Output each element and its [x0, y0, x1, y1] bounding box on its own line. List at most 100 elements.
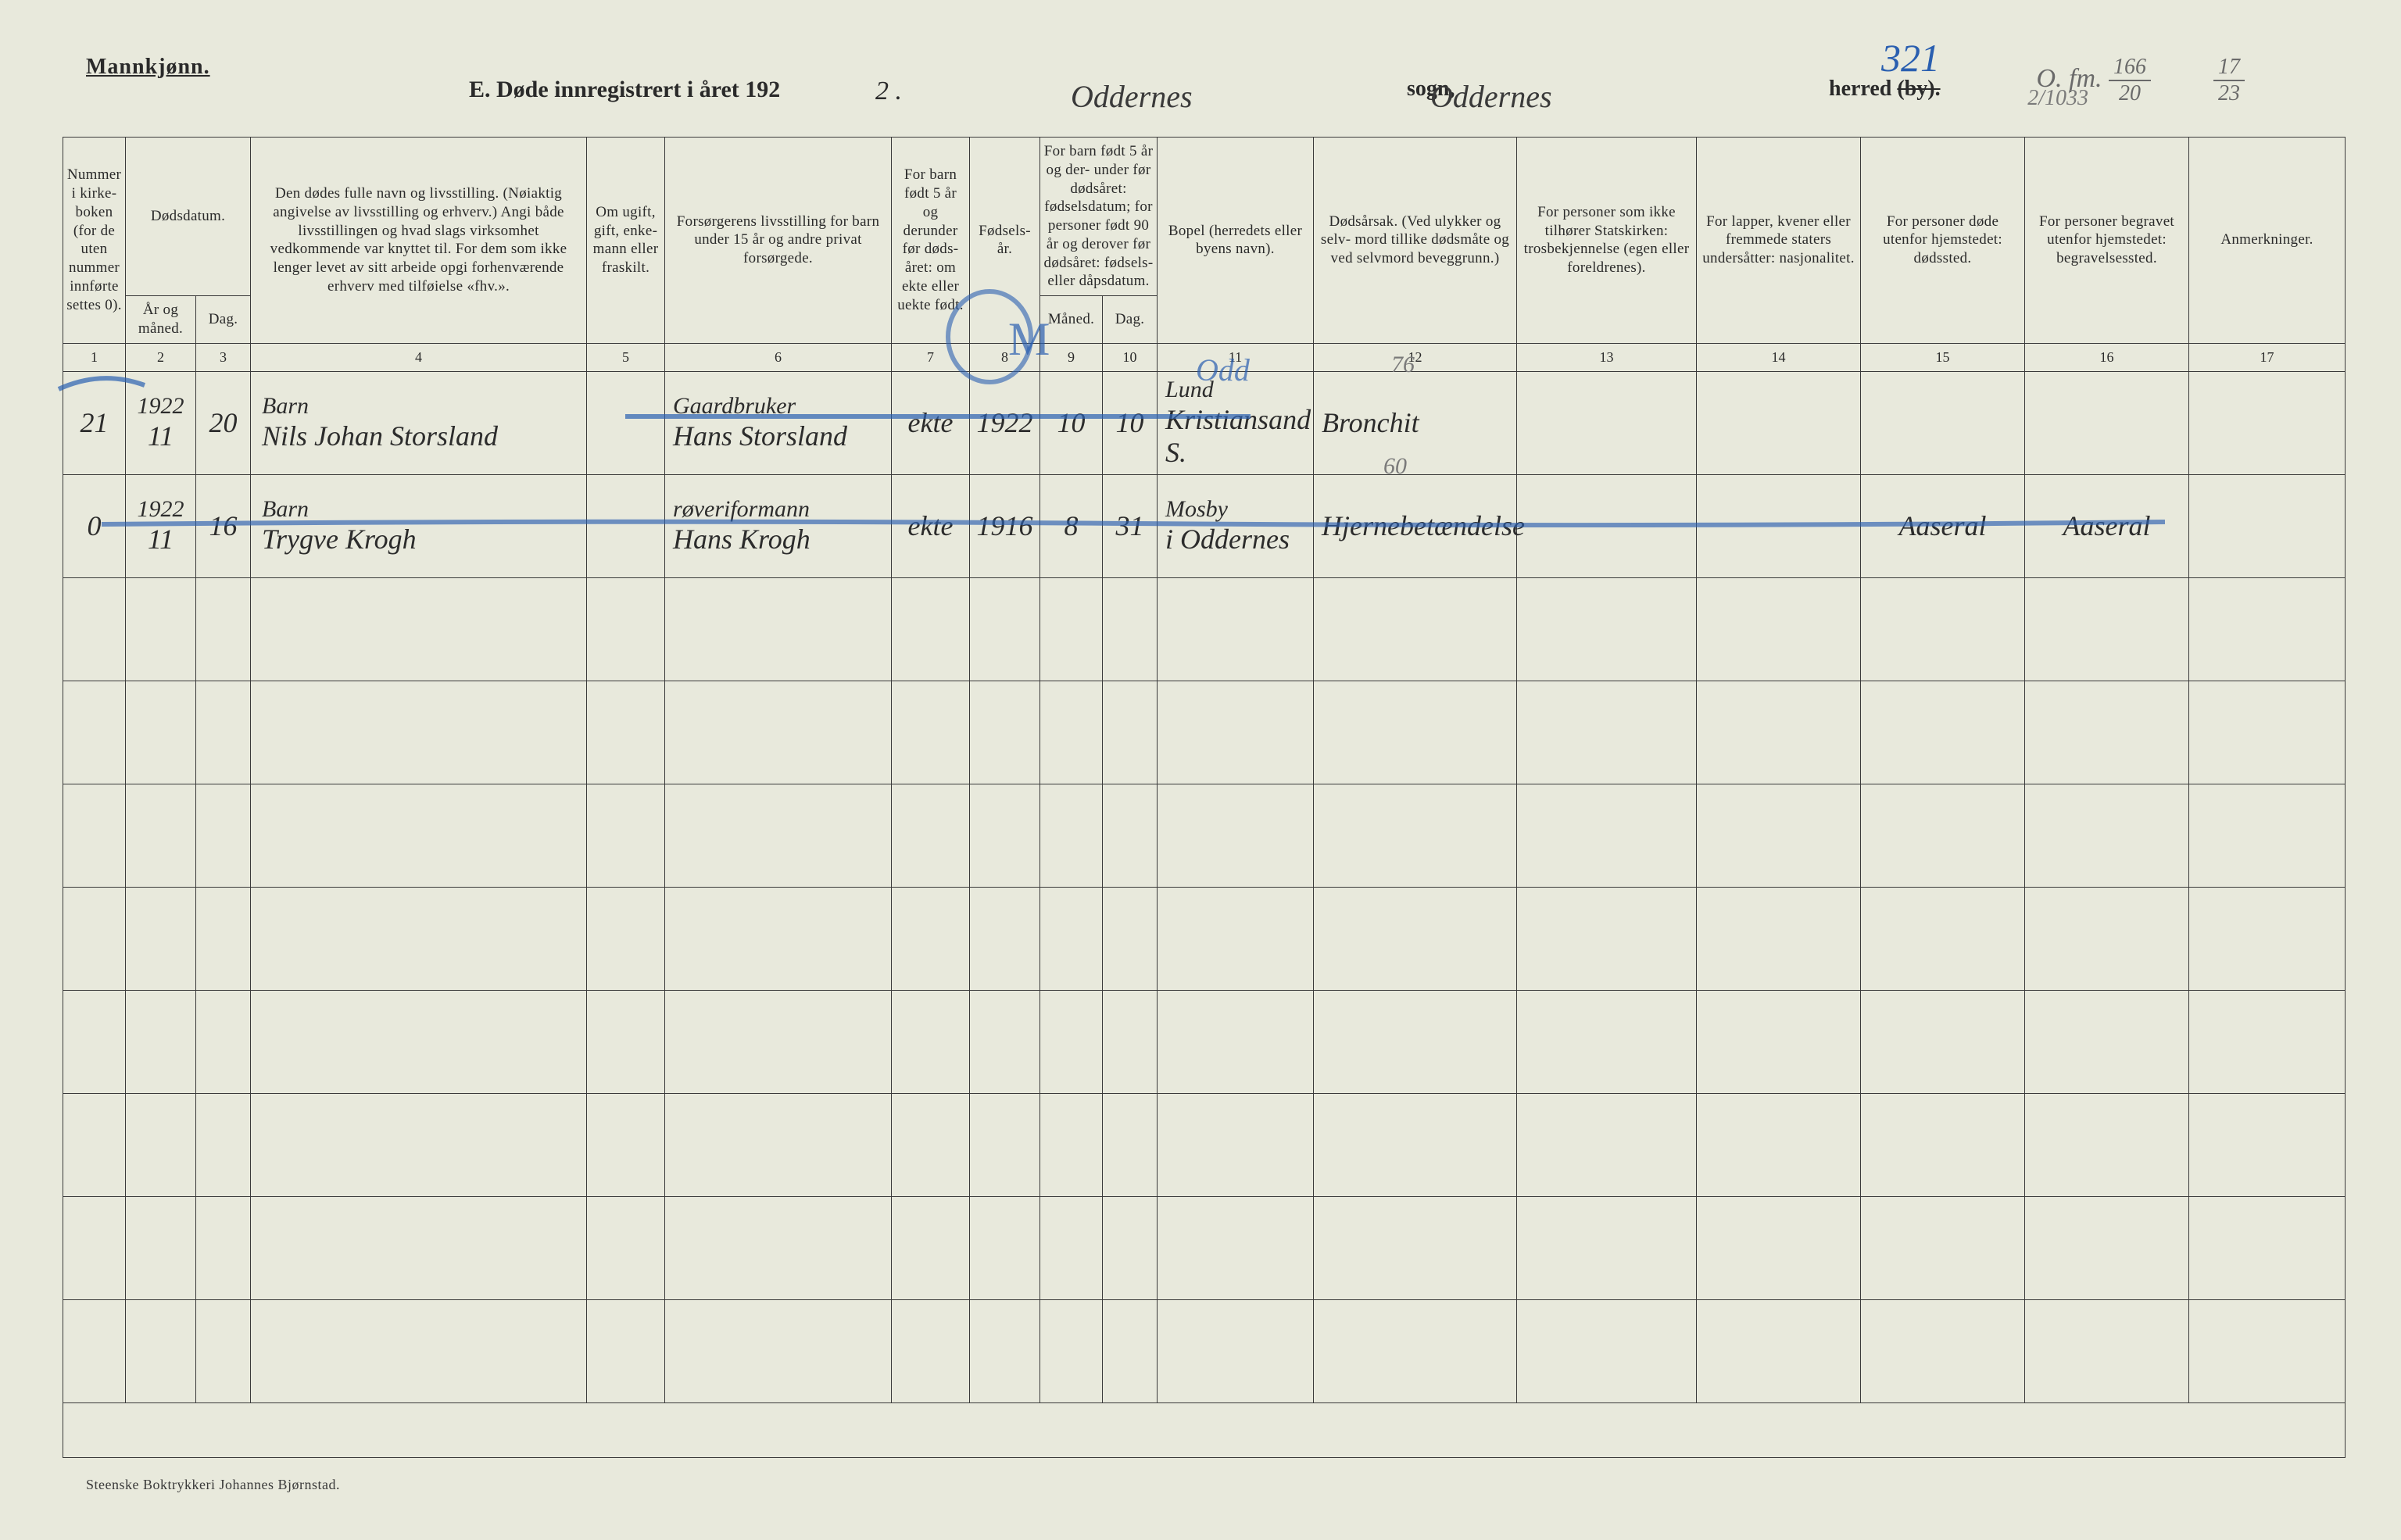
cell-text: Hans Krogh: [673, 523, 886, 556]
cell-c17: [2189, 371, 2346, 474]
cell-day: 20: [196, 371, 251, 474]
title-text: E. Døde innregistrert i året 192: [469, 77, 780, 103]
cell-c16: Aaseral: [2025, 474, 2189, 577]
cell-text: Lund: [1165, 377, 1308, 403]
col-9-10-top-header: For barn født 5 år og der- under før død…: [1040, 138, 1158, 296]
cell-c15: [1861, 371, 2025, 474]
cell-text: Kristiansand S.: [1165, 403, 1308, 469]
page: Mannkjønn. E. Døde innregistrert i året …: [0, 0, 2401, 1540]
cell-text: Hans Storsland: [673, 420, 886, 452]
cell-text: Gaardbruker: [673, 393, 886, 420]
cell-birth-month: 8: [1040, 474, 1103, 577]
cell-text: Nils Johan Storsland: [262, 420, 581, 452]
cell-birth-day: 10: [1103, 371, 1158, 474]
handwritten-sogn: Oddernes: [1071, 78, 1193, 115]
cell-residence: Mosby i Oddernes: [1158, 474, 1314, 577]
cell-text: Barn: [262, 496, 581, 523]
colnum: 3: [196, 343, 251, 371]
table-row-empty: [63, 784, 2346, 887]
table-body: 1 2 3 4 5 6 7 8 9 10 11 12 13 14 15 16 1…: [63, 343, 2346, 1457]
table-header: Nummer i kirke- boken (for de uten numme…: [63, 138, 2346, 344]
cell-day: 16: [196, 474, 251, 577]
ledger-table: Nummer i kirke- boken (for de uten numme…: [63, 137, 2346, 1458]
col-3-header: Dag.: [196, 296, 251, 344]
col-2-header: År og måned.: [126, 296, 196, 344]
col-10-header: Dag.: [1103, 296, 1158, 344]
colnum: 4: [251, 343, 587, 371]
cell-text: 1922: [131, 496, 191, 523]
cell-c13: [1517, 474, 1697, 577]
table-footer-row: [63, 1402, 2346, 1457]
pencil-fraction-b: 17 23: [2213, 55, 2245, 106]
cell-year-month: 1922 11: [126, 474, 196, 577]
colnum: 6: [665, 343, 892, 371]
col-16-header: For personer begravet utenfor hjemstedet…: [2025, 138, 2189, 344]
frac-a-num: 166: [2109, 55, 2151, 81]
cell-c16: [2025, 371, 2189, 474]
pencil-fraction-a: 166 20: [2109, 55, 2151, 106]
cell-text: Trygve Krogh: [262, 523, 581, 556]
col-15-header: For personer døde utenfor hjemstedet: dø…: [1861, 138, 2025, 344]
table-row: 21 1922 11 20 Barn Nils Johan Storsland …: [63, 371, 2346, 474]
cell-name: Barn Nils Johan Storsland: [251, 371, 587, 474]
cell-birth-year: 1916: [970, 474, 1040, 577]
column-number-row: 1 2 3 4 5 6 7 8 9 10 11 12 13 14 15 16 1…: [63, 343, 2346, 371]
cell-cause: Hjernebetændelse: [1314, 474, 1517, 577]
col-12-header: Dødsårsak. (Ved ulykker og selv- mord ti…: [1314, 138, 1517, 344]
cell-c15: Aaseral: [1861, 474, 2025, 577]
cell-birth-month: 10: [1040, 371, 1103, 474]
cell-birth-year: 1922: [970, 371, 1040, 474]
cell-c13: [1517, 371, 1697, 474]
cell-text: røveriformann: [673, 496, 886, 523]
cell-text: i Oddernes: [1165, 523, 1308, 556]
colnum: 13: [1517, 343, 1697, 371]
cell-legit: ekte: [892, 371, 970, 474]
col-8-header: Fødsels- år.: [970, 138, 1040, 344]
colnum: 9: [1040, 343, 1103, 371]
col-2-3-top-header: Dødsdatum.: [126, 138, 251, 296]
printer-footer: Steenske Boktrykkeri Johannes Bjørnstad.: [86, 1477, 340, 1493]
cell-num: 21: [63, 371, 126, 474]
table-row: 0 1922 11 16 Barn Trygve Krogh røverifor…: [63, 474, 2346, 577]
table-row-empty: [63, 1299, 2346, 1402]
colnum: 1: [63, 343, 126, 371]
table-row-empty: [63, 577, 2346, 681]
table-row-empty: [63, 887, 2346, 990]
colnum: 14: [1697, 343, 1861, 371]
cell-text: Barn: [262, 393, 581, 420]
title-row: E. Døde innregistrert i året 192 2 . sog…: [86, 77, 2315, 123]
year-last-digit: 2 .: [875, 77, 902, 106]
col-13-header: For personer som ikke tilhører Statskirk…: [1517, 138, 1697, 344]
col-11-header: Bopel (herredets eller byens navn).: [1158, 138, 1314, 344]
cell-name: Barn Trygve Krogh: [251, 474, 587, 577]
colnum: 16: [2025, 343, 2189, 371]
cell-text: 11: [131, 523, 191, 556]
col-1-header: Nummer i kirke- boken (for de uten numme…: [63, 138, 126, 344]
cell-year-month: 1922 11: [126, 371, 196, 474]
cell-text: 1922: [131, 393, 191, 420]
col-5-header: Om ugift, gift, enke- mann eller fraskil…: [587, 138, 665, 344]
colnum: 2: [126, 343, 196, 371]
cell-text: 11: [131, 420, 191, 452]
table-row-empty: [63, 1093, 2346, 1196]
frac-b-num: 17: [2213, 55, 2245, 81]
colnum: 5: [587, 343, 665, 371]
cell-residence: Lund Kristiansand S.: [1158, 371, 1314, 474]
frac-b-den: 23: [2213, 81, 2245, 106]
col-6-header: Forsørgerens livsstilling for barn under…: [665, 138, 892, 344]
blue-page-number: 321: [1881, 35, 1940, 80]
colnum: 12: [1314, 343, 1517, 371]
cell-cause: Bronchit: [1314, 371, 1517, 474]
cell-num: 0: [63, 474, 126, 577]
col-17-header: Anmerkninger.: [2189, 138, 2346, 344]
cell-birth-day: 31: [1103, 474, 1158, 577]
frac-a-den: 20: [2109, 81, 2151, 106]
col-14-header: For lapper, kvener eller fremmede stater…: [1697, 138, 1861, 344]
cell-c17: [2189, 474, 2346, 577]
cell-text: Mosby: [1165, 496, 1308, 523]
colnum: 11: [1158, 343, 1314, 371]
colnum: 17: [2189, 343, 2346, 371]
cell-status: [587, 474, 665, 577]
table-row-empty: [63, 990, 2346, 1093]
table-row-empty: [63, 1196, 2346, 1299]
